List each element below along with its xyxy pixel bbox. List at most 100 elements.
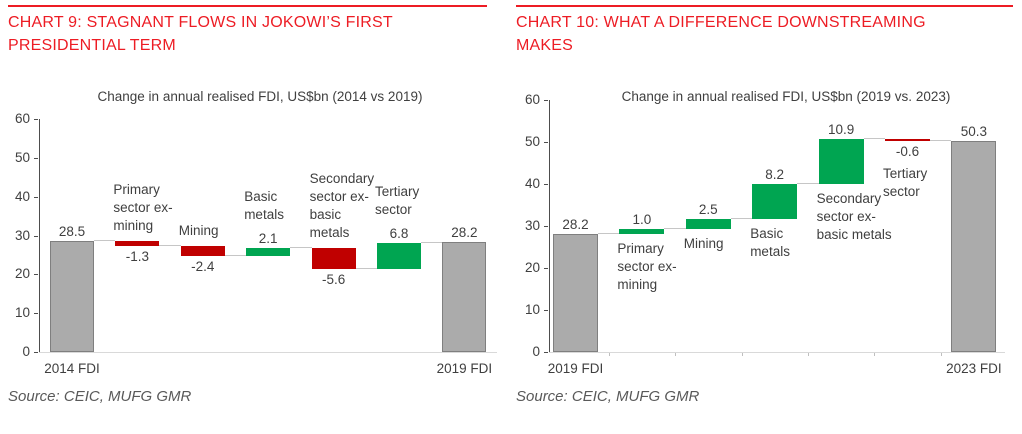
y-tick-label: 40 xyxy=(524,176,540,191)
bar-category-label: 2014 FDI xyxy=(44,361,100,376)
bar-value-label: -5.6 xyxy=(321,272,346,288)
y-tick-label: 20 xyxy=(524,260,540,275)
bar-category-label: Primary sector ex- mining xyxy=(617,240,677,292)
waterfall-bar xyxy=(377,242,421,270)
waterfall-bar xyxy=(818,138,864,185)
bar-value-label: 2.1 xyxy=(258,230,278,246)
y-tick xyxy=(544,184,548,185)
chart9-panel: CHART 9: STAGNANT FLOWS IN JOKOWI’S FIRS… xyxy=(8,5,497,405)
connector-line xyxy=(224,254,247,256)
chart9-subtitle: Change in annual realised FDI, US$bn (20… xyxy=(97,89,423,104)
bar-category-label: Tertiary sector xyxy=(883,166,928,200)
y-tick-label: 60 xyxy=(14,111,30,126)
y-tick xyxy=(544,100,548,101)
bar-category-label: Secondary sector ex- basic metals xyxy=(816,191,892,243)
chart9-waterfall: Change in annual realised FDI, US$bn (20… xyxy=(14,89,497,376)
bar-category-label: 2019 FDI xyxy=(436,361,493,376)
x-tick xyxy=(874,353,876,356)
connector-line xyxy=(94,240,116,242)
chart9-title: CHART 9: STAGNANT FLOWS IN JOKOWI’S FIRS… xyxy=(8,14,393,54)
waterfall-bar xyxy=(951,140,997,352)
waterfall-bar xyxy=(115,241,160,247)
connector-line xyxy=(730,217,753,219)
y-tick xyxy=(544,310,548,311)
connector-line xyxy=(598,232,620,234)
y-tick xyxy=(34,352,38,353)
x-tick xyxy=(608,353,610,356)
chart10-title: CHART 10: WHAT A DIFFERENCE DOWNSTREAMIN… xyxy=(516,14,926,54)
bar-value-label: 1.0 xyxy=(632,212,652,228)
y-tick xyxy=(34,313,38,315)
bar-category-label: Basic metals xyxy=(244,188,284,222)
waterfall-bar xyxy=(50,241,94,352)
bar-category-label: 2019 FDI xyxy=(547,361,604,376)
bar-value-label: 28.5 xyxy=(58,224,86,240)
chart9-source: Source: CEIC, MUFG GMR xyxy=(8,388,192,405)
connector-line xyxy=(797,183,819,185)
chart10-panel: CHART 10: WHAT A DIFFERENCE DOWNSTREAMIN… xyxy=(511,0,1022,434)
bar-category-label: Tertiary sector xyxy=(375,183,420,217)
x-tick xyxy=(675,353,677,356)
waterfall-bar xyxy=(685,218,731,230)
chart10-top-rule xyxy=(516,5,1013,7)
bar-value-label: -1.3 xyxy=(125,249,150,265)
bar-category-label: Basic metals xyxy=(750,225,790,259)
bar-value-label: -2.4 xyxy=(191,258,215,274)
connector-line xyxy=(930,140,952,142)
x-tick xyxy=(807,353,809,356)
y-tick xyxy=(34,196,38,198)
bar-category-label: Mining xyxy=(178,223,219,239)
bar-category-label: Mining xyxy=(683,236,724,252)
y-tick xyxy=(34,157,38,159)
waterfall-bar xyxy=(311,247,356,270)
y-tick-label: 0 xyxy=(22,344,30,359)
y-tick xyxy=(34,235,38,237)
waterfall-bar xyxy=(180,246,225,256)
waterfall-bar xyxy=(619,229,665,234)
waterfall-bar xyxy=(553,233,598,352)
bar-value-label: -0.6 xyxy=(895,144,920,160)
bar-value-label: 28.2 xyxy=(562,216,589,232)
x-tick xyxy=(741,353,743,356)
y-tick xyxy=(34,274,38,276)
chart10-subtitle: Change in annual realised FDI, US$bn (20… xyxy=(621,89,951,104)
y-axis-line xyxy=(548,100,550,352)
bar-category-label: 2023 FDI xyxy=(946,361,1002,376)
chart10-waterfall: Change in annual realised FDI, US$bn (20… xyxy=(511,0,1022,434)
y-tick-label: 30 xyxy=(524,218,540,233)
connector-line xyxy=(863,137,885,139)
x-tick xyxy=(940,353,942,356)
chart10-source: Source: CEIC, MUFG GMR xyxy=(516,388,700,405)
bar-value-label: 2.5 xyxy=(698,201,718,217)
y-tick-label: 10 xyxy=(524,302,540,317)
chart9-top-rule xyxy=(8,5,487,7)
bar-value-label: 8.2 xyxy=(765,167,785,183)
y-tick-label: 0 xyxy=(532,344,540,359)
connector-line xyxy=(355,268,377,270)
y-tick-label: 20 xyxy=(14,266,30,282)
y-tick xyxy=(544,268,548,269)
connector-line xyxy=(664,228,686,230)
connector-line xyxy=(421,241,443,243)
bar-category-label: Primary sector ex- mining xyxy=(113,182,173,234)
y-tick xyxy=(544,352,548,353)
y-tick-label: 60 xyxy=(524,92,540,107)
connector-line xyxy=(290,246,312,248)
y-tick-label: 40 xyxy=(14,188,30,204)
y-tick xyxy=(34,119,38,120)
y-tick-label: 50 xyxy=(524,134,540,149)
bar-value-label: 28.2 xyxy=(451,225,478,241)
x-axis-line xyxy=(549,352,1005,353)
x-axis-line xyxy=(39,352,497,353)
y-axis-line xyxy=(38,119,40,352)
bar-value-label: 50.3 xyxy=(960,123,988,139)
y-tick xyxy=(544,142,548,143)
waterfall-bar xyxy=(885,138,930,142)
waterfall-bar xyxy=(442,242,487,352)
bar-value-label: 6.8 xyxy=(389,225,409,241)
connector-line xyxy=(159,245,181,247)
y-tick xyxy=(544,226,548,227)
y-tick-label: 30 xyxy=(14,227,30,243)
waterfall-bar xyxy=(752,184,798,219)
y-tick-label: 50 xyxy=(14,149,30,165)
